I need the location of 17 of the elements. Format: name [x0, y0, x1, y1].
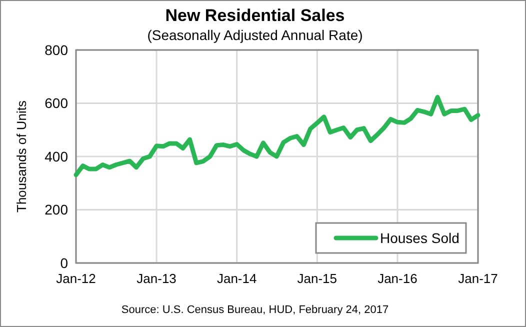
chart-subtitle: (Seasonally Adjusted Annual Rate): [147, 27, 363, 43]
source-note: Source: U.S. Census Bureau, HUD, February 24, 2017: [121, 304, 389, 316]
x-tick-label: Jan-15: [297, 271, 338, 286]
y-tick-label: 600: [44, 95, 68, 112]
line-series: [74, 94, 480, 178]
x-tick-label: Jan-16: [378, 271, 418, 286]
y-axis-title: Thousands of Units: [14, 100, 29, 213]
legend-label: Houses Sold: [380, 230, 460, 246]
y-tick-label: 200: [44, 202, 68, 218]
y-tick-label: 0: [60, 254, 68, 271]
chart-title: New Residential Sales: [165, 6, 345, 25]
y-tick-label: 800: [44, 42, 68, 58]
x-tick-label: Jan-13: [136, 271, 176, 286]
y-tick-label: 400: [44, 148, 68, 164]
x-tick-label: Jan-17: [458, 271, 498, 286]
x-tick-label: Jan-14: [216, 271, 257, 286]
x-tick-label: Jan-12: [56, 271, 96, 286]
